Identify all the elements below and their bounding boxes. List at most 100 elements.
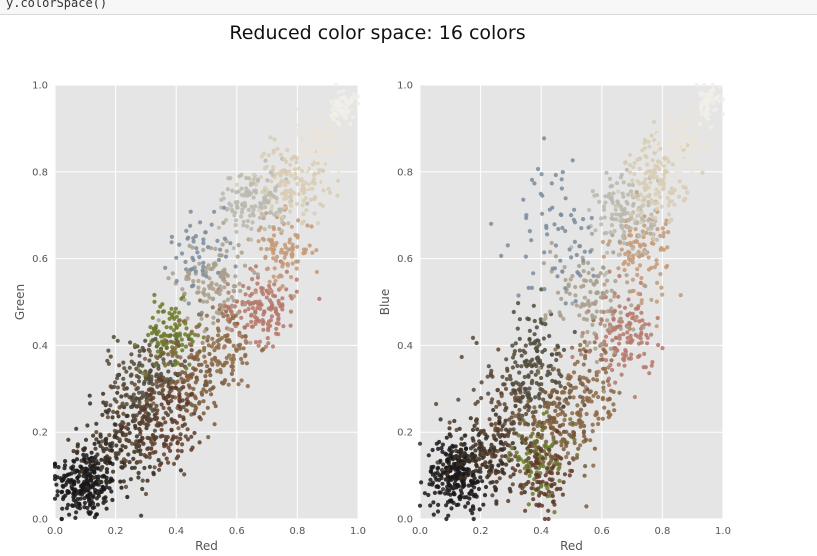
- scatter-point: [143, 338, 148, 343]
- scatter-point: [672, 188, 677, 193]
- scatter-point: [451, 484, 456, 490]
- scatter-point: [594, 309, 599, 314]
- scatter-point: [310, 162, 315, 167]
- scatter-point: [474, 417, 479, 422]
- scatter-point: [570, 301, 575, 306]
- scatter-point: [268, 190, 273, 195]
- scatter-point: [603, 370, 609, 375]
- scatter-point: [301, 190, 306, 195]
- scatter-point: [267, 298, 272, 303]
- scatter-point: [265, 321, 270, 327]
- scatter-point: [457, 470, 462, 475]
- scatter-point: [539, 172, 544, 177]
- scatter-point: [239, 378, 244, 383]
- scatter-point: [505, 243, 510, 248]
- scatter-point: [215, 290, 220, 295]
- scatter-point: [669, 122, 674, 127]
- scatter-point: [664, 265, 669, 270]
- scatter-point: [446, 491, 451, 496]
- scatter-point: [321, 115, 326, 120]
- scatter-point: [635, 272, 640, 277]
- scatter-point: [622, 259, 628, 264]
- scatter-point: [253, 264, 259, 269]
- scatter-point: [522, 490, 527, 495]
- scatter-point: [103, 409, 108, 414]
- scatter-point: [529, 285, 535, 290]
- scatter-point: [480, 452, 485, 457]
- scatter-point: [168, 325, 173, 330]
- scatter-point: [180, 342, 185, 347]
- scatter-point: [295, 123, 300, 128]
- scatter-point: [567, 291, 572, 296]
- scatter-point: [536, 370, 541, 375]
- scatter-point: [578, 342, 583, 348]
- scatter-point: [79, 484, 84, 489]
- scatter-point: [613, 279, 618, 284]
- scatter-point: [603, 343, 609, 348]
- scatter-point: [164, 345, 169, 350]
- scatter-point: [108, 354, 113, 359]
- scatter-point: [108, 478, 114, 483]
- scatter-point: [449, 455, 454, 461]
- scatter-point: [667, 199, 672, 204]
- scatter-point: [225, 187, 230, 192]
- scatter-point: [502, 402, 507, 407]
- scatter-point: [231, 246, 236, 251]
- scatter-point: [294, 259, 299, 264]
- scatter-point: [186, 333, 191, 338]
- scatter-point: [491, 407, 496, 413]
- scatter-point: [541, 261, 547, 266]
- scatter-point: [276, 321, 281, 326]
- scatter-point: [419, 480, 424, 485]
- scatter-point: [257, 319, 262, 324]
- scatter-point: [517, 317, 523, 322]
- scatter-point: [466, 454, 471, 459]
- scatter-point: [677, 146, 682, 152]
- scatter-point: [263, 205, 268, 210]
- scatter-point: [250, 324, 255, 329]
- scatter-point: [202, 329, 207, 334]
- scatter-point: [298, 153, 303, 158]
- scatter-point: [516, 454, 521, 460]
- scatter-point: [607, 382, 612, 388]
- scatter-point: [73, 487, 78, 492]
- scatter-point: [278, 182, 283, 187]
- scatter-point: [227, 327, 232, 332]
- scatter-point: [616, 189, 621, 194]
- scatter-point: [593, 228, 598, 233]
- scatter-point: [516, 381, 521, 386]
- scatter-point: [559, 390, 565, 395]
- scatter-point: [271, 233, 277, 238]
- scatter-point: [549, 181, 554, 186]
- code-cell[interactable]: y.colorSpace(): [0, 0, 817, 15]
- scatter-point: [636, 207, 641, 212]
- scatter-point: [626, 297, 631, 302]
- scatter-point: [190, 403, 195, 408]
- scatter-point: [628, 333, 633, 338]
- scatter-point: [534, 325, 539, 330]
- scatter-point: [75, 468, 80, 473]
- scatter-point: [674, 136, 679, 141]
- scatter-point: [108, 403, 113, 408]
- scatter-point: [454, 427, 459, 433]
- scatter-point: [112, 422, 117, 427]
- scatter-point: [579, 421, 584, 426]
- scatter-point: [541, 336, 547, 341]
- scatter-point: [174, 314, 179, 319]
- scatter-point: [673, 132, 679, 137]
- scatter-point: [280, 191, 285, 196]
- scatter-point: [247, 213, 253, 218]
- scatter-point: [663, 126, 669, 131]
- scatter-point: [571, 370, 577, 375]
- scatter-point: [495, 387, 500, 393]
- scatter-point: [557, 462, 562, 467]
- scatter-point: [698, 143, 703, 148]
- scatter-point: [100, 439, 105, 444]
- scatter-point: [563, 413, 568, 418]
- scatter-point: [544, 410, 549, 415]
- scatter-point: [572, 239, 578, 244]
- scatter-point: [617, 273, 622, 279]
- scatter-point: [554, 420, 559, 425]
- scatter-point: [184, 228, 189, 233]
- scatter-point: [153, 362, 158, 367]
